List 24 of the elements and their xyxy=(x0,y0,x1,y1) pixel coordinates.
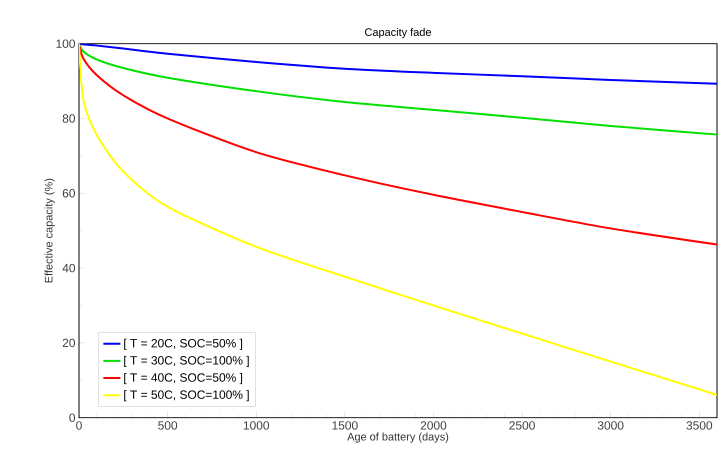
x-tick-label: 3500 xyxy=(686,421,712,430)
y-tick-label: 60 xyxy=(62,189,76,198)
x-tick-label: 3000 xyxy=(598,421,624,430)
x-tick-label: 2000 xyxy=(420,421,446,430)
legend-label: [ T = 30C, SOC=100% ] xyxy=(124,356,249,367)
y-tick-label: 20 xyxy=(62,338,76,348)
y-tick-label: 40 xyxy=(62,264,76,272)
chart-title: Capacity fade xyxy=(365,28,432,38)
line-series xyxy=(79,44,718,246)
legend-label: [ T = 40C, SOC=50% ] xyxy=(124,372,242,384)
x-tick-label: 0 xyxy=(76,421,82,430)
legend-label: [ T = 50C, SOC=100% ] xyxy=(124,390,249,402)
x-tick-label: 2500 xyxy=(509,421,535,430)
legend-label: [ T = 20C, SOC=50% ] xyxy=(124,338,242,350)
y-tick-label: 100 xyxy=(56,39,76,48)
line-series xyxy=(79,44,718,136)
y-tick-label: 80 xyxy=(62,114,76,123)
y-axis-title: Effective capacity (%) xyxy=(44,178,55,282)
x-tick-label: 1000 xyxy=(244,421,270,430)
x-axis-title: Age of battery (days) xyxy=(347,432,448,443)
y-tick-label: 0 xyxy=(69,413,76,422)
x-tick-label: 1500 xyxy=(332,421,358,430)
x-tick-label: 500 xyxy=(158,421,178,430)
line-series xyxy=(79,44,718,85)
